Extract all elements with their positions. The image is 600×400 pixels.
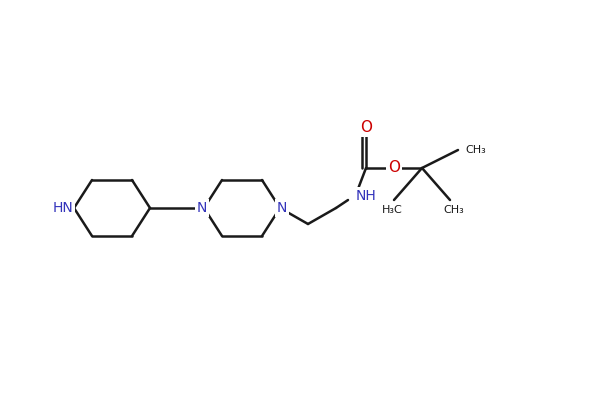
Text: NH: NH [356,189,377,203]
Text: CH₃: CH₃ [466,145,487,155]
Text: CH₃: CH₃ [443,205,464,215]
Text: HN: HN [53,201,73,215]
Text: N: N [277,201,287,215]
Text: O: O [360,120,372,134]
Text: H₃C: H₃C [382,205,403,215]
Text: N: N [197,201,207,215]
Text: O: O [388,160,400,176]
